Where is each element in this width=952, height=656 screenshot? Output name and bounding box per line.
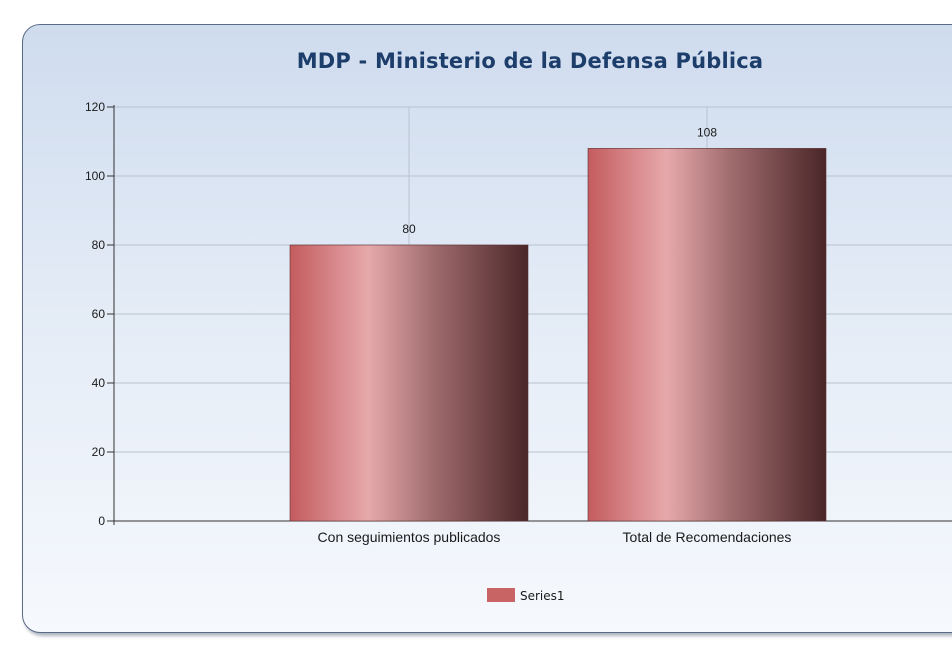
y-tick-label: 120 <box>85 100 105 114</box>
data-label: 80 <box>402 222 416 236</box>
y-tick-label: 100 <box>85 169 105 183</box>
y-tick-label: 80 <box>92 238 106 252</box>
axes <box>107 105 952 525</box>
y-tick-label: 60 <box>92 307 106 321</box>
category-label: Total de Recomendaciones <box>623 529 792 545</box>
y-tick-label: 40 <box>92 376 106 390</box>
y-tick-label: 20 <box>92 445 106 459</box>
labels: 0 20 40 60 80 100 120 80 Con seguimientos public… <box>85 100 791 545</box>
chart-title: MDP - Ministerio de la Defensa Pública <box>296 49 764 73</box>
bar[interactable] <box>587 148 827 522</box>
y-tick-label: 0 <box>98 514 105 528</box>
legend-label: Series1 <box>520 589 565 603</box>
category-label: Con seguimientos publicados <box>318 529 501 545</box>
legend-swatch <box>487 588 515 602</box>
data-label: 108 <box>697 125 717 139</box>
bars <box>289 148 827 522</box>
legend: Series1 <box>487 588 565 603</box>
bar[interactable] <box>289 244 529 522</box>
